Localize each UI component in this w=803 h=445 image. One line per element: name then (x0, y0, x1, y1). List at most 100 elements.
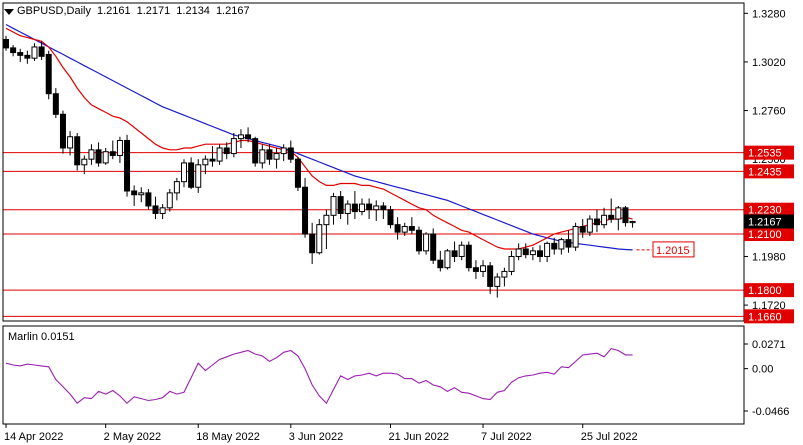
osc-tick-label: 0.0271 (752, 339, 786, 351)
candle-body-bear (472, 267, 479, 272)
candle (323, 209, 330, 249)
candle-body-bull (159, 207, 166, 214)
candle (487, 262, 494, 294)
candle (451, 241, 458, 263)
price-panel[interactable]: 1.2015 (3, 23, 744, 317)
candle (430, 228, 437, 264)
candle-body-bear (394, 224, 401, 233)
candle (387, 205, 394, 229)
candle-body-bull (515, 248, 522, 257)
candle-body-bull (544, 242, 551, 257)
candle-body-bull (173, 181, 180, 194)
candle-body-bull (316, 224, 323, 254)
candle-body-bear (294, 158, 301, 188)
candle-body-bear (622, 207, 629, 224)
candle (622, 205, 629, 227)
oscillator-panel-frame (2, 325, 745, 425)
candle (515, 243, 522, 261)
candle-body-bear (188, 162, 195, 188)
candle (287, 140, 294, 163)
candle (17, 48, 24, 62)
level-label: 1.1800 (748, 285, 782, 297)
candle (273, 147, 280, 169)
candle-body-bull (529, 250, 536, 256)
candle-body-bull (572, 226, 579, 248)
candle (408, 217, 415, 235)
candle (373, 200, 380, 221)
ma-label: 1.2015 (656, 245, 690, 257)
candle-body-bear (522, 248, 529, 256)
low-value: 1.2134 (176, 5, 210, 17)
candle-body-bear (408, 226, 415, 231)
candle-body-bear (38, 46, 45, 57)
candle (558, 237, 565, 255)
candle-body-bull (237, 134, 244, 140)
candle (465, 241, 472, 272)
candle-body-bull (508, 255, 515, 272)
candle-body-bear (487, 265, 494, 287)
candle-body-bull (102, 151, 109, 164)
candle (237, 129, 244, 148)
candle-body-bull (558, 239, 565, 250)
candle (593, 209, 600, 233)
candle (252, 136, 259, 167)
candle-body-bull (181, 162, 187, 183)
candle-body-bull (444, 250, 451, 269)
x-tick-label: 21 Jun 2022 (388, 431, 449, 443)
candle-body-bull (31, 46, 38, 59)
candle-body-bear (3, 38, 9, 49)
candle (266, 144, 273, 165)
candle (601, 207, 608, 229)
dropdown-triangle-icon[interactable] (4, 9, 14, 15)
candle (74, 133, 81, 171)
price-panel-frame (2, 2, 745, 322)
candle-body-bear (593, 218, 600, 226)
candle-body-bear (223, 147, 230, 155)
ma-slow-line (5, 23, 633, 251)
candle (351, 190, 358, 220)
level-label: 1.1660 (748, 311, 782, 323)
x-tick-label: 3 Jun 2022 (289, 431, 343, 443)
candle-body-bear (579, 226, 586, 233)
candle (45, 50, 52, 100)
x-tick-label: 7 Jul 2022 (481, 431, 532, 443)
candle-body-bear (415, 229, 422, 252)
candle (81, 155, 88, 175)
candle (337, 190, 344, 220)
open-value: 1.2161 (96, 5, 131, 17)
candle (309, 222, 316, 264)
candle-body-bull (230, 138, 237, 155)
candle (88, 144, 95, 165)
candle (444, 248, 451, 270)
candle-body-bull (330, 196, 337, 216)
candle-body-bear (380, 205, 387, 211)
candle-body-bull (344, 203, 351, 214)
candle (109, 140, 116, 160)
price-tick-label: 1.2760 (752, 106, 786, 118)
candle-body-bear (152, 205, 159, 214)
price-tick-label: 1.1720 (752, 300, 786, 312)
candle-body-bull (67, 136, 74, 149)
candle-body-bear (109, 151, 116, 156)
candle (415, 226, 422, 255)
candle-body-bull (423, 233, 430, 252)
candle (494, 273, 501, 298)
oscillator-panel[interactable] (5, 347, 633, 405)
marlin-line (5, 347, 633, 405)
candle-body-bull (323, 214, 330, 226)
candle-body-bull (166, 192, 173, 209)
candle-body-bull (273, 153, 280, 160)
oscillator-name: Marlin (8, 331, 38, 343)
level-label-bg (744, 164, 794, 179)
candle-body-bear (17, 52, 24, 56)
candle-body-bear (59, 113, 66, 149)
candle (10, 45, 17, 57)
candle-body-bear (430, 233, 437, 261)
candle (330, 192, 337, 225)
ma-label-box (652, 241, 695, 258)
candle (380, 202, 387, 220)
candle (3, 35, 9, 51)
candle-body-bear (537, 250, 543, 257)
axes: 1.32801.30201.27601.25001.19801.17201.25… (2, 2, 794, 443)
